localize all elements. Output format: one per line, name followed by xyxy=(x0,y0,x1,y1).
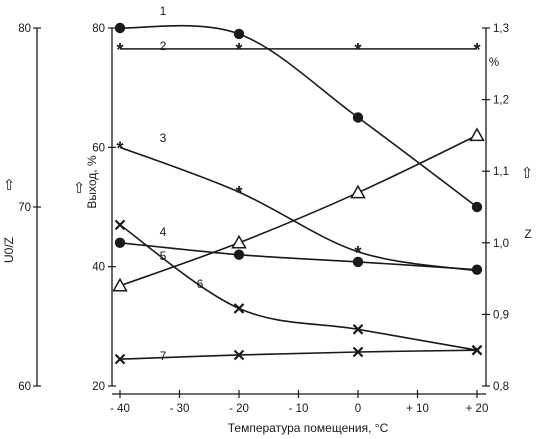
data-point-x xyxy=(233,349,245,361)
series-label-5: 5 xyxy=(160,249,167,263)
series-label-4: 4 xyxy=(160,225,167,239)
x-tick-label: - 10 xyxy=(289,403,309,415)
data-point-triangle xyxy=(350,184,366,199)
inner-left-tick-label: 60 xyxy=(92,142,105,154)
data-point-x xyxy=(114,353,126,365)
data-point-asterisk: * xyxy=(473,40,480,60)
right-tick-label: 0,9 xyxy=(493,309,509,321)
x-tick-label: - 30 xyxy=(170,403,190,415)
data-point-x xyxy=(352,346,364,358)
x-tick-label: - 40 xyxy=(110,403,130,415)
series-label-7: 7 xyxy=(160,349,167,363)
data-point-circle xyxy=(114,237,126,248)
data-point-circle xyxy=(352,112,364,123)
right-tick-label: 1,1 xyxy=(493,166,509,178)
right-tick-label: 1,3 xyxy=(493,23,509,35)
data-point-circle xyxy=(114,22,126,34)
inner-left-axis-arrow: ⇧ xyxy=(73,180,86,197)
data-point-asterisk: * xyxy=(235,183,242,203)
series-line-3 xyxy=(119,146,478,272)
right-axis-arrow: ⇧ xyxy=(521,165,534,182)
series-label-1: 1 xyxy=(160,4,167,18)
outer-left-tick-label: 70 xyxy=(18,202,31,214)
data-point-asterisk: * xyxy=(116,40,123,60)
outer-left-tick-label: 60 xyxy=(18,381,31,393)
data-point-triangle xyxy=(231,234,247,249)
data-point-asterisk: * xyxy=(235,40,242,60)
series-line-6 xyxy=(119,224,478,351)
data-point-circle xyxy=(233,28,245,40)
axes xyxy=(33,27,490,398)
right-tick-label: 1,0 xyxy=(493,238,509,250)
series-labels: 1 2 3 4 5 6 7 xyxy=(160,4,204,363)
data-point-asterisk: * xyxy=(116,138,123,158)
series-line-5 xyxy=(119,134,478,287)
inner-left-tick-label: 20 xyxy=(92,381,105,393)
right-tick-label: 0,8 xyxy=(493,381,509,393)
data-point-circle xyxy=(352,256,364,268)
right-axis-title: Z xyxy=(524,227,531,241)
data-point-circle xyxy=(471,264,483,275)
x-tick-label: 0 xyxy=(355,403,361,415)
outer-left-tick-label: 80 xyxy=(18,23,31,35)
outer-left-axis-title: U0/Z xyxy=(2,237,16,263)
data-point-x xyxy=(233,303,245,314)
x-tick-label: + 10 xyxy=(406,403,429,415)
series-line-7 xyxy=(119,349,478,360)
data-series: ******** xyxy=(112,22,485,365)
inner-left-axis-title: Выход, % xyxy=(85,155,99,209)
data-point-circle xyxy=(233,249,245,260)
x-axis-title: Температура помещения, °С xyxy=(228,421,389,435)
right-axis-unit: % xyxy=(489,57,499,69)
inner-left-tick-label: 40 xyxy=(92,262,105,274)
right-tick-label: 1,2 xyxy=(493,95,509,107)
data-point-triangle xyxy=(469,127,485,142)
data-point-circle xyxy=(471,201,483,213)
data-point-asterisk: * xyxy=(354,243,361,263)
series-line-1 xyxy=(119,24,478,208)
data-point-x xyxy=(352,324,364,335)
x-tick-label: + 20 xyxy=(466,403,489,415)
x-tick-label: - 20 xyxy=(229,403,249,415)
series-label-6: 6 xyxy=(197,277,204,291)
data-point-x xyxy=(114,219,126,231)
data-point-x xyxy=(471,344,483,356)
series-label-2: 2 xyxy=(160,39,167,53)
outer-left-axis-arrow: ⇧ xyxy=(3,177,16,194)
data-point-triangle xyxy=(112,277,128,292)
series-label-3: 3 xyxy=(160,131,167,145)
inner-left-tick-label: 80 xyxy=(92,23,105,35)
data-point-asterisk: * xyxy=(354,40,361,60)
series-line-4 xyxy=(119,242,478,271)
